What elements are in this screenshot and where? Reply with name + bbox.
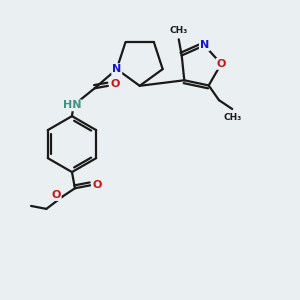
- Text: O: O: [92, 180, 101, 190]
- Text: CH₃: CH₃: [223, 113, 242, 122]
- Text: N: N: [112, 64, 122, 74]
- Text: O: O: [217, 59, 226, 69]
- Text: N: N: [200, 40, 209, 50]
- Text: O: O: [51, 190, 61, 200]
- Text: O: O: [110, 80, 120, 89]
- Text: HN: HN: [63, 100, 81, 110]
- Text: CH₃: CH₃: [169, 26, 188, 35]
